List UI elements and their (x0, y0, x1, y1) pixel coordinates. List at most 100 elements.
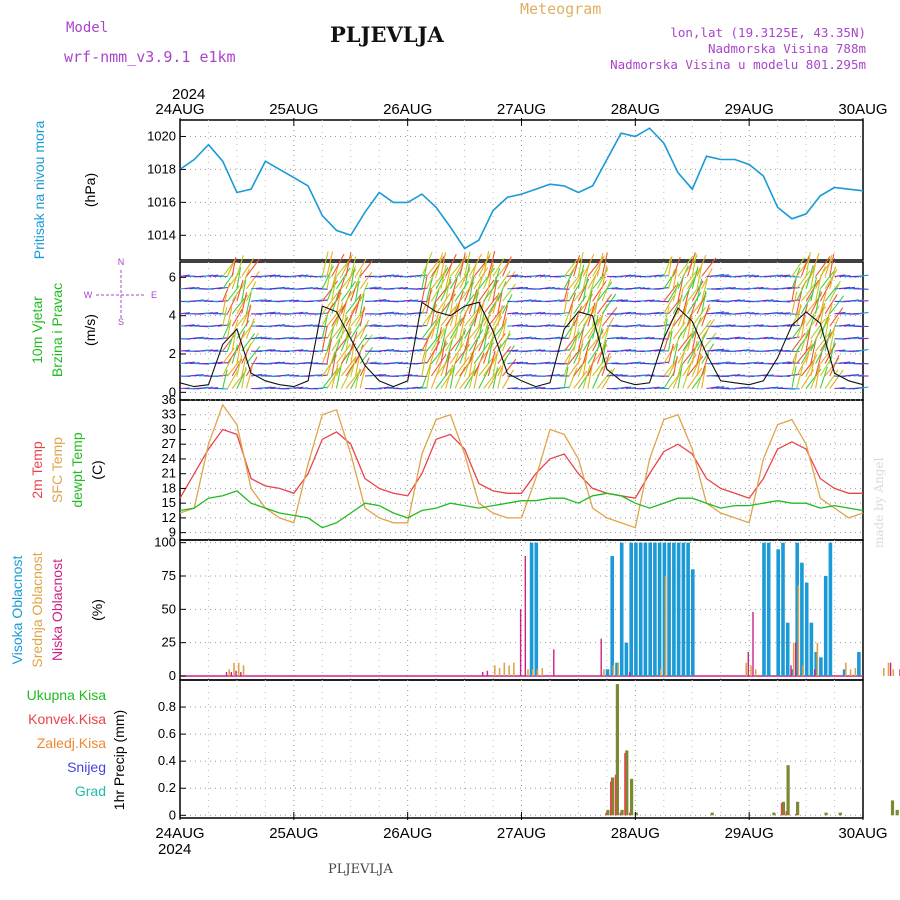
wind-vector (265, 349, 276, 352)
wind-vector (677, 276, 684, 302)
wind-vector (810, 351, 817, 377)
wind-vector (635, 324, 646, 327)
wind-vector (459, 369, 476, 389)
wind-vector (596, 294, 613, 315)
wind-vector (577, 252, 584, 277)
y-tick-label: 0.8 (158, 699, 176, 714)
wind-vector (435, 326, 443, 352)
wind-vector (535, 387, 546, 390)
high-cloud-bar (634, 542, 638, 676)
wind-vector (468, 350, 475, 377)
wind-vector (497, 270, 511, 290)
wind-vector (449, 353, 460, 377)
wind-vector (819, 270, 835, 290)
wind-vector (516, 286, 528, 290)
wind-vector (326, 305, 344, 327)
wind-vector (184, 286, 195, 290)
wind-vector (350, 309, 364, 327)
convective-precip-bar (785, 811, 788, 816)
wind-vector (829, 307, 844, 327)
wind-vector (473, 342, 490, 364)
total-precip-bar (796, 801, 800, 816)
wind-vector (819, 345, 835, 364)
wind-vector (454, 329, 467, 352)
wind-vector (758, 336, 769, 340)
mid-cloud-bar (892, 669, 895, 676)
wind-vector (245, 345, 261, 364)
wind-vector (335, 353, 347, 377)
wind-vector (834, 274, 846, 277)
cloud-ylabel-low: Niska Oblacnost (49, 559, 65, 661)
wind-vector (559, 288, 570, 290)
convective-precip-bar (619, 812, 622, 816)
cloud-unit: (%) (89, 599, 105, 621)
wind-vector (331, 329, 346, 352)
wind-vector (744, 274, 755, 277)
wind-vector (245, 356, 258, 377)
high-cloud-bar (615, 662, 619, 676)
wind-vector (308, 286, 319, 290)
wind-vector (701, 365, 707, 389)
wind-vector (824, 316, 830, 339)
wind-vector (359, 319, 370, 339)
wind-vector (663, 306, 670, 327)
wind-vector (649, 386, 660, 390)
wind-vector (497, 346, 512, 364)
wind-vector (184, 324, 195, 327)
wind-vector (635, 286, 646, 290)
wind-vector (805, 339, 813, 364)
wind-vector (412, 274, 423, 277)
wind-vector (222, 369, 228, 389)
mid-cloud-bar (845, 662, 847, 676)
wind-vector (402, 374, 413, 377)
wind-vector (601, 367, 616, 389)
wind-vector (796, 366, 804, 389)
day-label-top: 30AUG (838, 101, 887, 118)
wind-vector (592, 302, 598, 327)
wind-vector (421, 317, 439, 340)
wind-vector (540, 324, 551, 327)
low-cloud-bar (524, 556, 526, 676)
wind-vector (829, 317, 840, 339)
high-cloud-bar (686, 542, 690, 676)
wind-vector (819, 366, 828, 389)
wind-vector (251, 373, 263, 377)
wind-vector (454, 280, 469, 302)
dewpoint-line (179, 490, 864, 529)
mid-cloud-bar (242, 665, 245, 676)
pressure-line (179, 127, 864, 250)
wind-vector (815, 256, 831, 277)
wind-vector (502, 271, 516, 290)
wind-vector (293, 349, 304, 352)
wind-vector (331, 253, 345, 277)
high-cloud-bar (662, 542, 667, 676)
wind-vector (468, 289, 478, 314)
wind-vector (308, 324, 319, 327)
wind-vector (815, 266, 827, 290)
high-cloud-bar (676, 542, 681, 676)
mid-cloud-bar (854, 668, 857, 676)
wind-vector (359, 368, 366, 389)
wind-vector (787, 362, 800, 365)
wind-vector (226, 296, 237, 315)
wind-vector (430, 342, 448, 364)
wind-vector (398, 287, 408, 290)
high-cloud-bar (529, 542, 534, 676)
wind-vector (345, 314, 353, 339)
wind-vector (198, 299, 209, 302)
wind-vector (596, 327, 603, 352)
wind-vector (468, 276, 475, 302)
wind-vector (625, 311, 637, 315)
wind-vector (858, 349, 869, 352)
wind-vector (473, 277, 483, 302)
wind-vector (587, 289, 593, 314)
wind-vector (435, 368, 452, 389)
wind-vector (691, 253, 697, 277)
model-elevation-text: Nadmorska Visina u modelu 801.295m (610, 57, 866, 72)
wind-vector (596, 355, 612, 377)
high-cloud-bar (672, 542, 676, 676)
wind-vector (858, 311, 869, 315)
wind-vector (421, 252, 433, 277)
wind-vector (265, 274, 276, 277)
wind-vector (601, 327, 609, 352)
